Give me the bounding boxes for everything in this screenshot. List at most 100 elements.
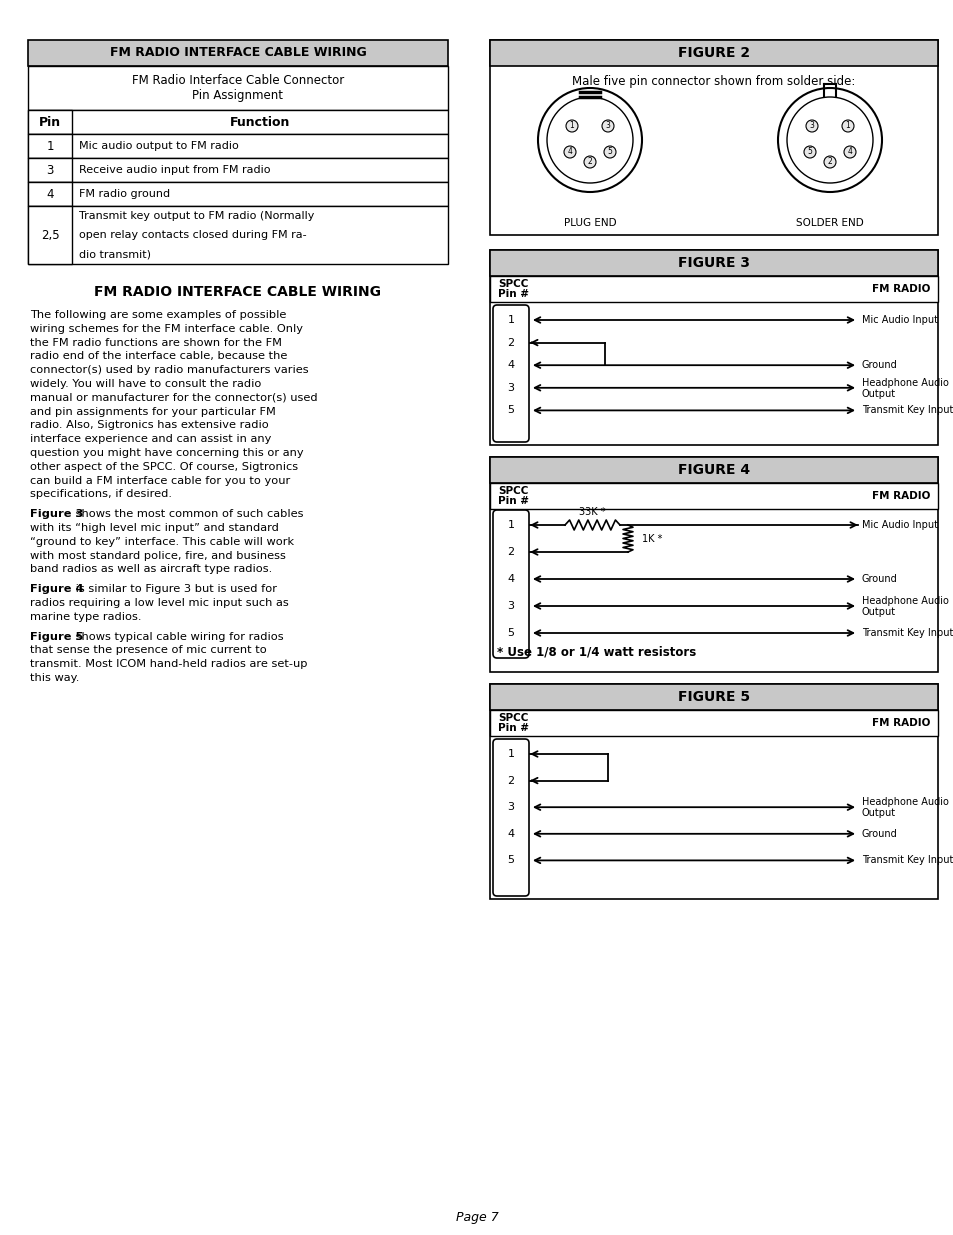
Text: Pin: Pin (39, 116, 61, 128)
Text: specifications, if desired.: specifications, if desired. (30, 489, 172, 499)
Text: band radios as well as aircraft type radios.: band radios as well as aircraft type rad… (30, 564, 272, 574)
Text: SPCC: SPCC (497, 279, 528, 289)
Text: that sense the presence of mic current to: that sense the presence of mic current t… (30, 646, 267, 656)
Text: 2: 2 (507, 776, 514, 785)
Text: transmit. Most ICOM hand-held radios are set-up: transmit. Most ICOM hand-held radios are… (30, 659, 307, 669)
Text: FM RADIO INTERFACE CABLE WIRING: FM RADIO INTERFACE CABLE WIRING (94, 285, 381, 299)
FancyBboxPatch shape (493, 510, 529, 658)
Bar (490, 457, 937, 483)
Bar (490, 275, 937, 303)
Circle shape (583, 156, 596, 168)
Text: can build a FM interface cable for you to your: can build a FM interface cable for you t… (30, 475, 290, 485)
Text: Output: Output (862, 606, 895, 618)
Text: SPCC: SPCC (497, 487, 528, 496)
Text: this way.: this way. (30, 673, 79, 683)
Text: Pin #: Pin # (497, 496, 529, 506)
Text: widely. You will have to consult the radio: widely. You will have to consult the rad… (30, 379, 261, 389)
Bar (28, 182, 448, 206)
Bar (28, 158, 71, 182)
Text: Function: Function (230, 116, 290, 128)
Text: and pin assignments for your particular FM: and pin assignments for your particular … (30, 406, 275, 416)
Text: FM RADIO: FM RADIO (871, 718, 929, 727)
Bar (28, 158, 448, 182)
Text: Pin Assignment: Pin Assignment (193, 89, 283, 101)
Bar (490, 684, 937, 899)
Text: Output: Output (862, 808, 895, 819)
Text: Figure 4: Figure 4 (30, 584, 84, 594)
Text: marine type radios.: marine type radios. (30, 611, 141, 621)
Text: Figure 3: Figure 3 (30, 509, 84, 519)
Text: dio transmit): dio transmit) (79, 249, 151, 259)
Text: radio. Also, Sigtronics has extensive radio: radio. Also, Sigtronics has extensive ra… (30, 420, 269, 431)
Bar (490, 40, 937, 65)
Circle shape (603, 146, 616, 158)
Circle shape (805, 120, 817, 132)
Text: Output: Output (862, 389, 895, 399)
Bar (490, 483, 937, 509)
Text: 5: 5 (507, 405, 514, 415)
Text: PLUG END: PLUG END (563, 219, 616, 228)
Bar (28, 182, 71, 206)
Text: interface experience and can assist in any: interface experience and can assist in a… (30, 435, 271, 445)
Text: radio end of the interface cable, because the: radio end of the interface cable, becaus… (30, 352, 287, 362)
Bar (28, 110, 71, 135)
Circle shape (563, 146, 576, 158)
Circle shape (803, 146, 815, 158)
Text: FM RADIO INTERFACE CABLE WIRING: FM RADIO INTERFACE CABLE WIRING (110, 47, 366, 59)
Text: * Use 1/8 or 1/4 watt resistors: * Use 1/8 or 1/4 watt resistors (497, 646, 696, 658)
Text: 5: 5 (607, 147, 612, 157)
Text: FM radio ground: FM radio ground (79, 189, 170, 199)
Circle shape (601, 120, 614, 132)
Bar (28, 40, 448, 65)
Text: Ground: Ground (862, 361, 897, 370)
Text: with most standard police, fire, and business: with most standard police, fire, and bus… (30, 551, 286, 561)
Text: 1K *: 1K * (641, 534, 661, 543)
Text: 2,5: 2,5 (41, 228, 59, 242)
Bar (28, 110, 448, 135)
Text: Mic Audio Input: Mic Audio Input (862, 315, 937, 325)
Text: 3: 3 (507, 383, 514, 393)
Text: Mic Audio Input: Mic Audio Input (862, 520, 937, 530)
Text: Figure 5: Figure 5 (30, 631, 83, 642)
Text: Pin #: Pin # (497, 289, 529, 299)
Text: 1: 1 (507, 748, 514, 760)
Bar (28, 135, 448, 158)
Text: Page 7: Page 7 (456, 1210, 497, 1224)
Bar (490, 249, 937, 275)
Text: Ground: Ground (862, 829, 897, 839)
Bar (490, 710, 937, 736)
Bar (490, 249, 937, 445)
Text: 2: 2 (827, 158, 832, 167)
Text: is similar to Figure 3 but is used for: is similar to Figure 3 but is used for (71, 584, 276, 594)
Bar (28, 65, 448, 110)
Text: FM RADIO: FM RADIO (871, 284, 929, 294)
Text: Transmit Key Input: Transmit Key Input (862, 629, 952, 638)
Text: “ground to key” interface. This cable will work: “ground to key” interface. This cable wi… (30, 537, 294, 547)
Text: 5: 5 (507, 856, 514, 866)
Bar (490, 457, 937, 672)
Text: 3: 3 (809, 121, 814, 131)
Text: 1: 1 (507, 520, 514, 530)
Text: manual or manufacturer for the connector(s) used: manual or manufacturer for the connector… (30, 393, 317, 403)
Text: 3: 3 (507, 601, 514, 611)
Text: Male five pin connector shown from solder side:: Male five pin connector shown from solde… (572, 75, 855, 89)
Text: 1: 1 (844, 121, 849, 131)
Bar (28, 135, 71, 158)
Text: 1: 1 (507, 315, 514, 325)
Circle shape (841, 120, 853, 132)
Text: with its “high level mic input” and standard: with its “high level mic input” and stan… (30, 522, 278, 534)
Text: open relay contacts closed during FM ra-: open relay contacts closed during FM ra- (79, 230, 306, 240)
Text: 2: 2 (507, 547, 514, 557)
Text: question you might have concerning this or any: question you might have concerning this … (30, 448, 303, 458)
Text: Headphone Audio: Headphone Audio (862, 798, 948, 808)
Bar (28, 206, 448, 264)
Bar (28, 206, 71, 264)
Text: shows the most common of such cables: shows the most common of such cables (71, 509, 303, 519)
Text: Pin #: Pin # (497, 722, 529, 734)
Text: Transmit key output to FM radio (Normally: Transmit key output to FM radio (Normall… (79, 211, 314, 221)
Text: 4: 4 (507, 829, 514, 839)
FancyBboxPatch shape (493, 305, 529, 442)
Text: FM RADIO: FM RADIO (871, 492, 929, 501)
Text: SOLDER END: SOLDER END (796, 219, 863, 228)
Text: 4: 4 (846, 147, 852, 157)
